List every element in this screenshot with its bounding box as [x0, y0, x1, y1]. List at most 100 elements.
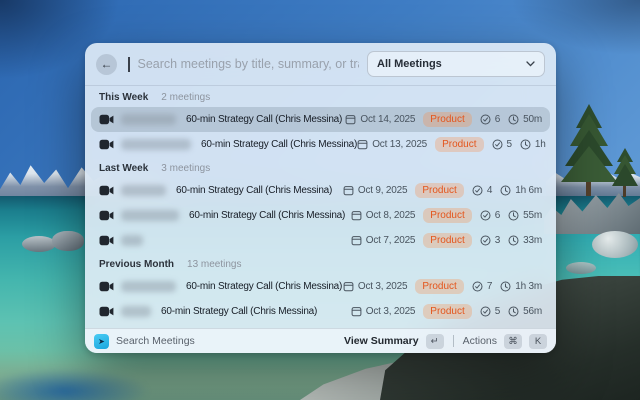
search-meetings-window: ← Search meetings by title, summary, or … — [85, 43, 556, 353]
back-button[interactable]: ← — [96, 53, 117, 75]
calendar-icon — [343, 282, 354, 292]
video-camera-icon — [99, 210, 115, 222]
meeting-date: Oct 13, 2025 — [357, 139, 427, 150]
section-header-last-week: Last Week 3 meetings — [91, 157, 550, 178]
redacted-title-blur — [121, 185, 166, 196]
video-camera-icon — [99, 281, 115, 293]
redacted-title-blur — [121, 114, 176, 125]
section-count: 2 meetings — [161, 92, 211, 103]
redacted-title-blur — [121, 235, 143, 246]
check-circle-icon — [472, 185, 483, 196]
meeting-date: Oct 3, 2025 — [351, 306, 415, 317]
footer-action-bar: ➤ Search Meetings View Summary ↵ Actions… — [85, 328, 556, 353]
check-circle-icon — [472, 281, 483, 292]
task-count: 6 — [480, 114, 500, 125]
meeting-date: Oct 3, 2025 — [343, 281, 408, 292]
app-icon: ➤ — [94, 333, 109, 349]
tag-badge: Product — [423, 112, 472, 127]
video-camera-icon — [99, 139, 115, 151]
meeting-date: Oct 14, 2025 — [345, 114, 415, 125]
wallpaper-small-boulder — [566, 262, 596, 274]
section-header-this-week: This Week 2 meetings — [91, 86, 550, 107]
tag-badge: Product — [415, 183, 464, 198]
duration: 1h 3m — [500, 281, 542, 292]
meeting-date: Oct 7, 2025 — [351, 235, 415, 246]
view-summary-button[interactable]: View Summary — [344, 335, 419, 347]
tag-badge: Product — [415, 279, 464, 294]
return-key-badge: ↵ — [425, 333, 444, 349]
meeting-title: 60-min Strategy Call (Chris Messina) — [186, 281, 343, 292]
calendar-icon — [351, 211, 362, 221]
video-camera-icon — [99, 114, 115, 126]
video-camera-icon — [99, 235, 115, 247]
wallpaper-boulder — [52, 231, 84, 251]
duration: 33m — [508, 235, 542, 246]
clock-icon — [500, 185, 511, 196]
back-arrow-icon: ← — [100, 57, 113, 71]
meeting-title: 60-min Strategy Call (Chris Messina) — [201, 139, 358, 150]
meeting-title: 60-min Strategy Call (Chris Messina) — [186, 114, 343, 125]
section-title: Previous Month — [99, 259, 175, 270]
calendar-icon — [351, 236, 362, 246]
meeting-date: Oct 8, 2025 — [351, 210, 415, 221]
pine-tree-small-icon — [612, 148, 638, 197]
wallpaper-white-boulder — [592, 231, 638, 258]
meeting-row[interactable]: 60-min Strategy Call (Chris Messina) Oct… — [91, 132, 550, 157]
actions-button[interactable]: Actions — [462, 335, 497, 347]
send-glyph-icon: ➤ — [98, 336, 105, 346]
meeting-row[interactable]: 60-min Strategy Call (Chris Messina) Oct… — [91, 178, 550, 203]
check-circle-icon — [480, 235, 491, 246]
calendar-icon — [357, 140, 368, 150]
chevron-down-icon — [526, 61, 535, 67]
section-count: 3 meetings — [161, 163, 211, 174]
meeting-row[interactable]: Oct 7, 2025 Product 3 33m — [91, 228, 550, 253]
video-camera-icon — [99, 185, 115, 197]
task-count: 4 — [472, 185, 492, 196]
clock-icon — [500, 281, 511, 292]
clock-icon — [508, 210, 519, 221]
calendar-icon — [346, 115, 356, 125]
redacted-title-blur — [121, 139, 191, 150]
duration: 56m — [508, 306, 542, 317]
meeting-title: 60-min Strategy Call (Chris Messina) — [176, 185, 333, 196]
task-count: 5 — [492, 139, 512, 150]
clock-icon — [508, 235, 519, 246]
task-count: 7 — [472, 281, 492, 292]
tag-badge: Product — [435, 137, 484, 152]
search-input[interactable]: Search meetings by title, summary, or tr… — [137, 57, 360, 71]
redacted-title-blur — [121, 281, 176, 292]
text-caret — [128, 56, 130, 72]
calendar-icon — [343, 186, 354, 196]
wallpaper-boulder — [22, 236, 56, 252]
meeting-row[interactable]: 60-min Strategy Call (Chris Messina) Oct… — [91, 203, 550, 228]
meetings-filter-dropdown[interactable]: All Meetings — [367, 51, 545, 77]
filter-value: All Meetings — [377, 58, 442, 70]
duration: 50m — [508, 114, 542, 125]
k-key-badge: K — [529, 333, 547, 349]
duration: 1h — [520, 139, 546, 150]
clock-icon — [520, 139, 531, 150]
check-circle-icon — [480, 114, 491, 125]
footer-divider — [452, 335, 454, 347]
task-count: 5 — [480, 306, 500, 317]
search-bar: ← Search meetings by title, summary, or … — [85, 43, 556, 86]
section-title: Last Week — [99, 163, 149, 174]
meeting-row[interactable]: 60-min Strategy Call (Chris Messina) Oct… — [91, 299, 550, 324]
task-count: 6 — [480, 210, 500, 221]
tag-badge: Product — [423, 208, 472, 223]
tag-badge: Product — [423, 304, 472, 319]
check-circle-icon — [492, 139, 503, 150]
check-circle-icon — [480, 210, 491, 221]
task-count: 3 — [480, 235, 500, 246]
clock-icon — [508, 306, 519, 317]
meeting-row[interactable]: 60-min Strategy Call (Chris Messina) Oct… — [91, 274, 550, 299]
section-header-previous-month: Previous Month 13 meetings — [91, 253, 550, 274]
duration: 55m — [508, 210, 542, 221]
meeting-row[interactable]: 60-min Strategy Call (Chris Messina) Oct… — [91, 107, 550, 132]
section-title: This Week — [99, 92, 149, 103]
video-camera-icon — [99, 306, 115, 318]
duration: 1h 6m — [500, 185, 542, 196]
redacted-title-blur — [121, 210, 179, 221]
clock-icon — [508, 114, 519, 125]
